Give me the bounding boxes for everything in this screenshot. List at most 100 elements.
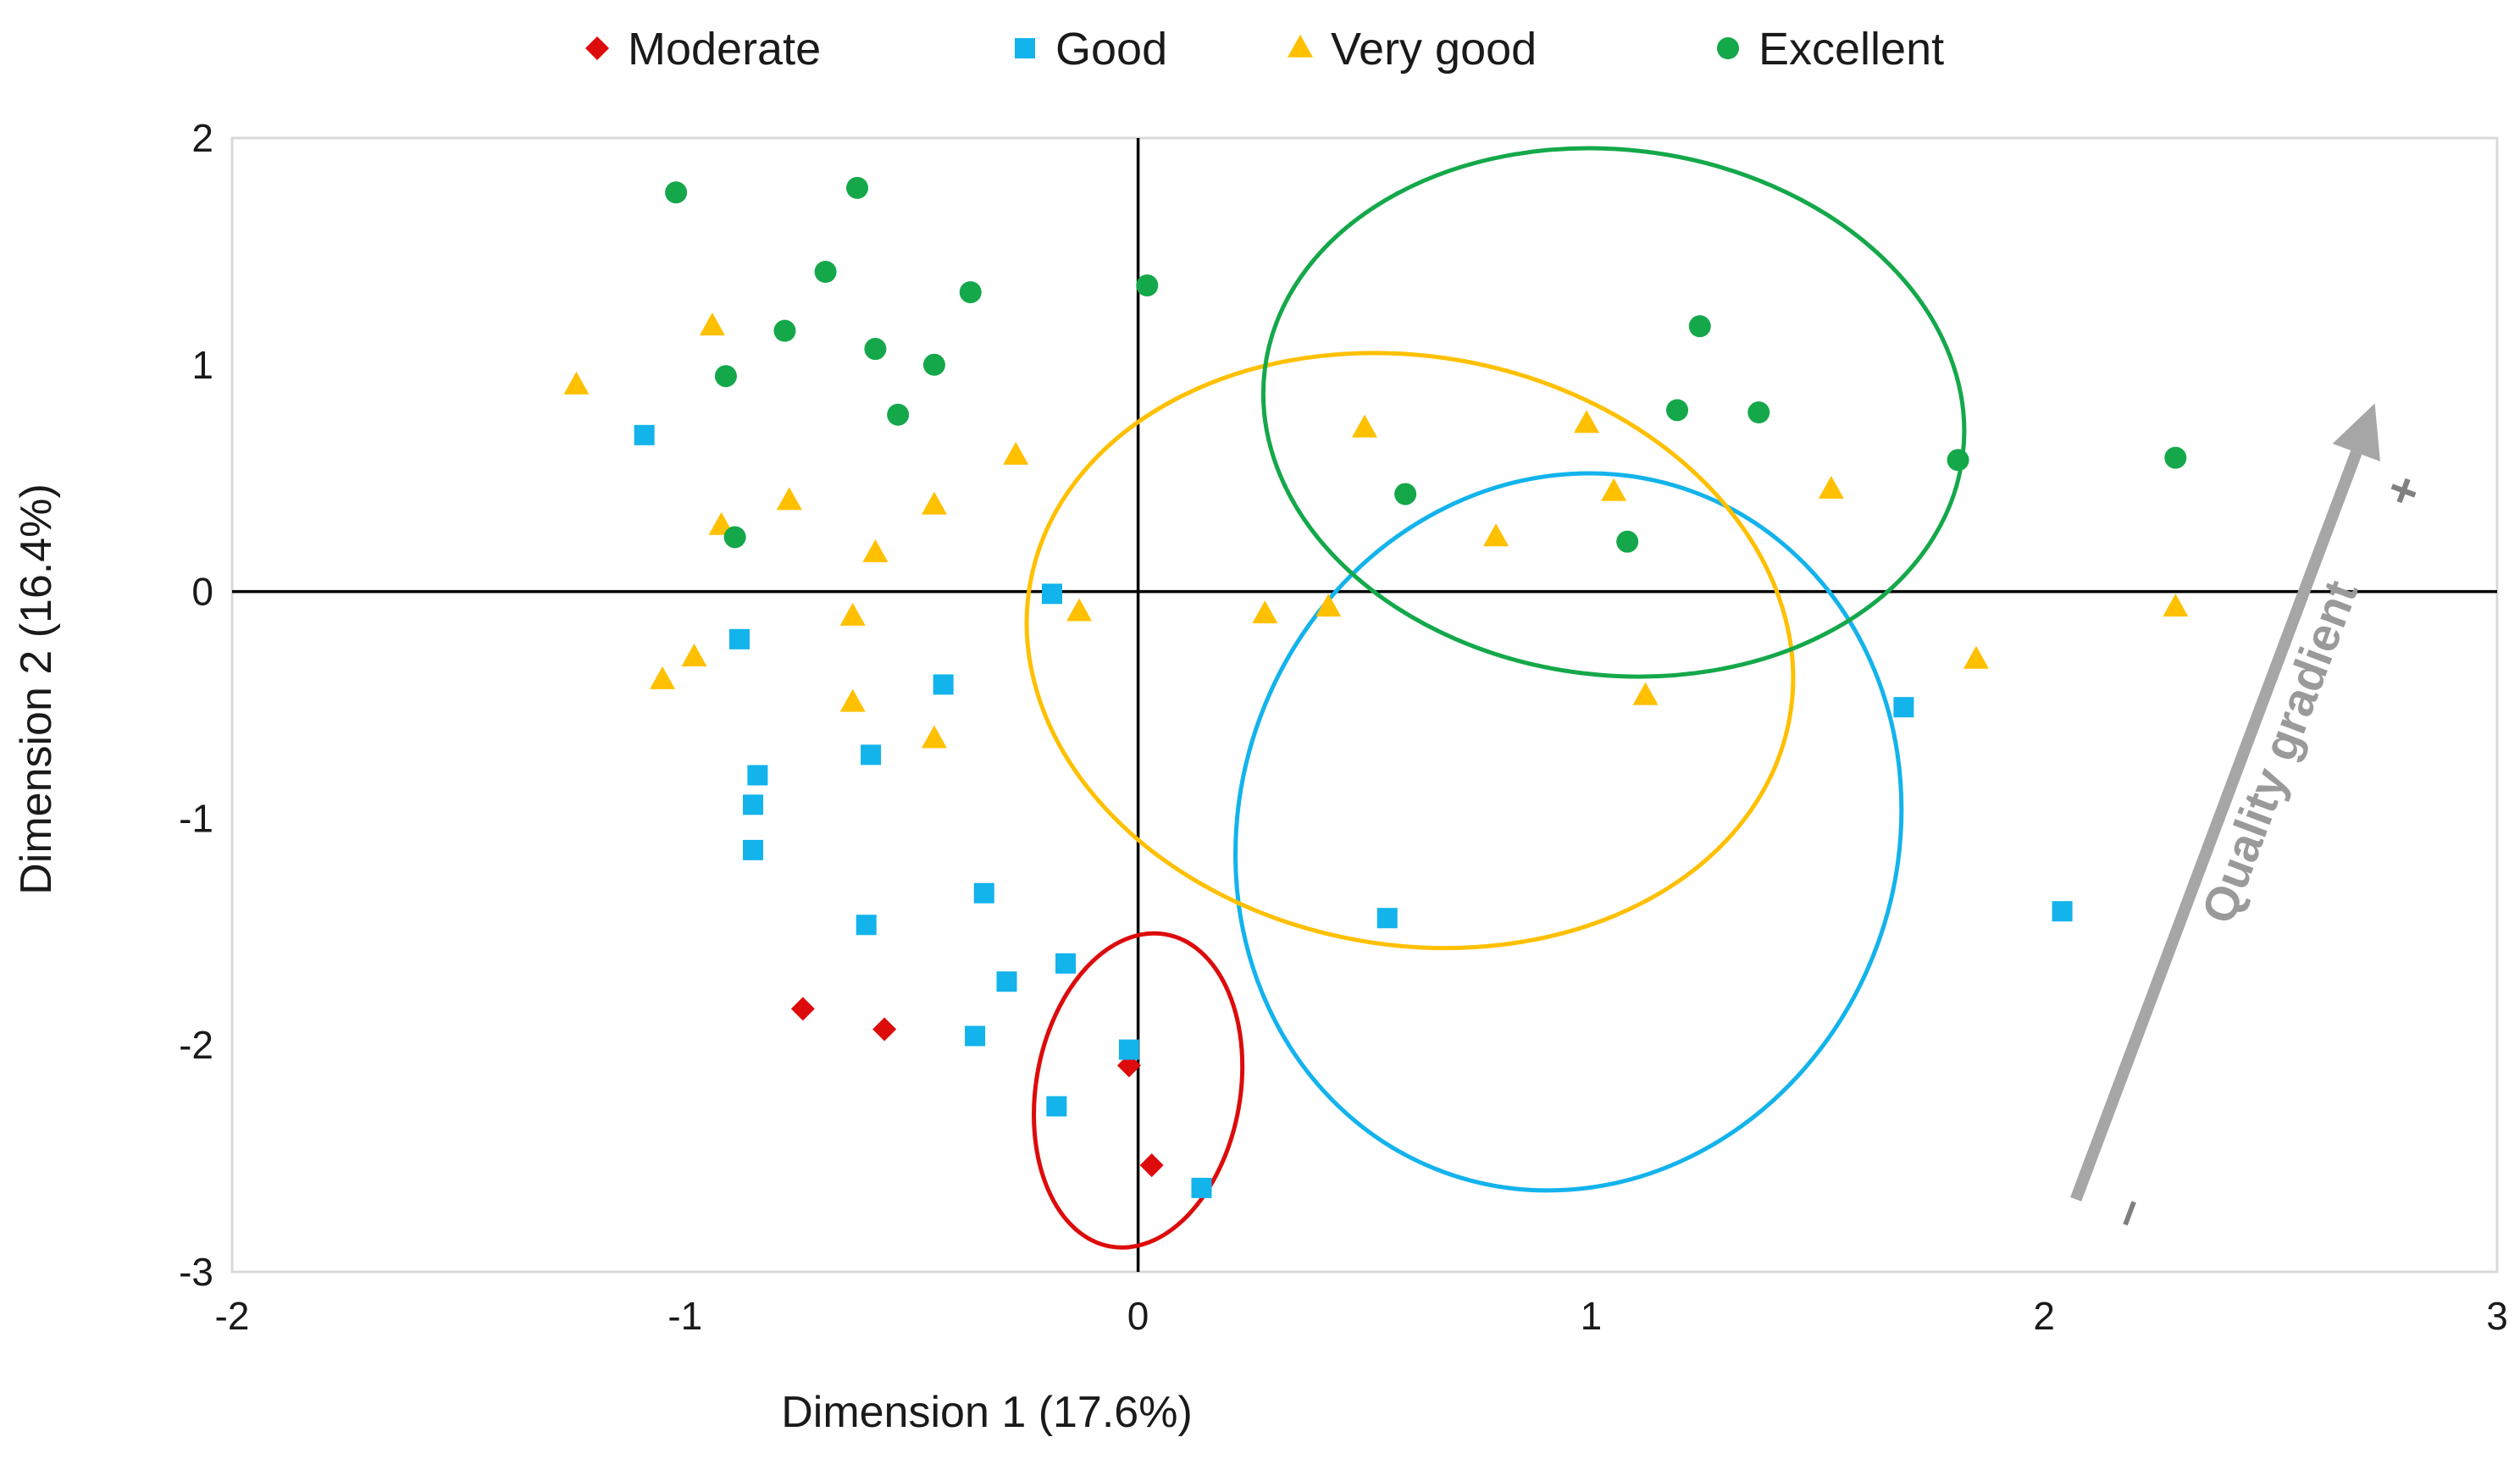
point-very-good [1601, 478, 1627, 501]
point-excellent [1136, 274, 1159, 297]
quality-gradient-arrow-head [2332, 403, 2380, 461]
point-very-good [1963, 645, 1989, 669]
x-tick-label: 2 [2033, 1294, 2055, 1338]
point-very-good [862, 539, 889, 562]
point-good [856, 915, 877, 936]
point-good [965, 1025, 986, 1047]
point-very-good [563, 371, 590, 395]
point-excellent [922, 353, 945, 376]
point-very-good [1818, 475, 1844, 499]
point-very-good [921, 491, 947, 515]
point-very-good [1632, 682, 1659, 705]
quality-gradient-arrow-shaft [2070, 450, 2362, 1202]
point-good [933, 674, 954, 695]
point-excellent [814, 261, 837, 284]
point-good [1376, 908, 1398, 929]
point-excellent [1947, 449, 1969, 472]
y-tick-label: 2 [191, 116, 213, 160]
legend-marker-excellent [1717, 37, 1739, 59]
point-very-good [1066, 598, 1093, 622]
point-very-good [2163, 594, 2189, 617]
point-very-good [839, 688, 866, 712]
legend-label-good: Good [1055, 24, 1167, 75]
point-excellent [773, 319, 796, 342]
point-very-good [776, 487, 802, 511]
point-good [634, 424, 655, 445]
y-axis-title: Dimension 2 (16.4%) [12, 484, 61, 895]
point-excellent [665, 181, 688, 204]
point-excellent [1688, 315, 1711, 338]
legend-label-very-good: Very good [1331, 24, 1537, 75]
point-very-good [921, 725, 947, 749]
point-good [1118, 1039, 1139, 1060]
point-very-good [1483, 523, 1509, 547]
point-excellent [723, 526, 746, 549]
point-moderate [872, 1017, 897, 1042]
point-excellent [1616, 530, 1639, 553]
point-excellent [887, 403, 910, 426]
point-excellent [959, 281, 982, 304]
ellipse-moderate [1032, 931, 1245, 1250]
point-good [1055, 953, 1077, 974]
point-excellent [714, 365, 737, 388]
point-good [1041, 583, 1062, 605]
ellipse-good [1233, 471, 1904, 1193]
point-very-good [839, 602, 866, 626]
point-good [728, 628, 750, 649]
point-very-good [1252, 600, 1278, 624]
point-excellent [1747, 401, 1770, 424]
point-good [743, 839, 764, 860]
x-tick-label: 3 [2486, 1294, 2508, 1338]
annotation-layer: Quality gradient + – [2070, 403, 2434, 1235]
plot-frame [230, 136, 2499, 1274]
x-tick-label: -2 [215, 1294, 250, 1338]
point-good [996, 971, 1017, 992]
legend-label-excellent: Excellent [1758, 24, 1944, 75]
point-moderate [790, 997, 815, 1021]
point-excellent [864, 338, 887, 361]
legend-layer: Moderate Good Very good Excellent [585, 24, 1944, 75]
point-moderate [1139, 1153, 1164, 1178]
legend-marker-good [1015, 38, 1035, 58]
point-excellent [846, 176, 869, 199]
point-good [1046, 1096, 1067, 1117]
quality-gradient-minus: – [2096, 1190, 2157, 1235]
ellipse-layer [1024, 146, 1967, 1250]
x-tick-label: -1 [667, 1294, 702, 1338]
legend-marker-very-good [1288, 34, 1313, 58]
point-excellent [2164, 446, 2187, 469]
point-good [747, 765, 768, 786]
y-tick-label: 1 [191, 343, 213, 387]
y-tick-label: -3 [179, 1250, 213, 1294]
points-layer [563, 176, 2189, 1198]
quality-gradient-label: Quality gradient [2191, 573, 2368, 930]
legend-marker-moderate [585, 36, 609, 60]
point-very-good [699, 312, 725, 336]
quality-gradient-plus: + [2373, 467, 2434, 514]
point-good [973, 882, 994, 904]
y-tick-label: 0 [191, 570, 213, 614]
point-good [861, 744, 882, 765]
point-very-good [1003, 441, 1029, 465]
legend-label-moderate: Moderate [628, 24, 821, 75]
point-very-good [681, 644, 707, 667]
y-tick-label: -2 [179, 1023, 213, 1067]
point-very-good [1352, 414, 1377, 438]
y-tick-label: -1 [179, 796, 213, 840]
plot-frame-layer [230, 136, 2499, 1274]
point-excellent [1666, 399, 1689, 422]
point-good [1191, 1177, 1212, 1198]
x-axis-title: Dimension 1 (17.6%) [781, 1388, 1193, 1437]
ellipse-very-good [1024, 351, 1796, 951]
point-very-good [1574, 410, 1600, 434]
point-good [1893, 697, 1914, 718]
x-tick-label: 1 [1581, 1294, 1603, 1338]
point-excellent [1394, 483, 1417, 506]
x-tick-label: 0 [1127, 1294, 1149, 1338]
point-good [743, 794, 764, 815]
point-very-good [1315, 594, 1342, 617]
point-good [2052, 901, 2073, 922]
